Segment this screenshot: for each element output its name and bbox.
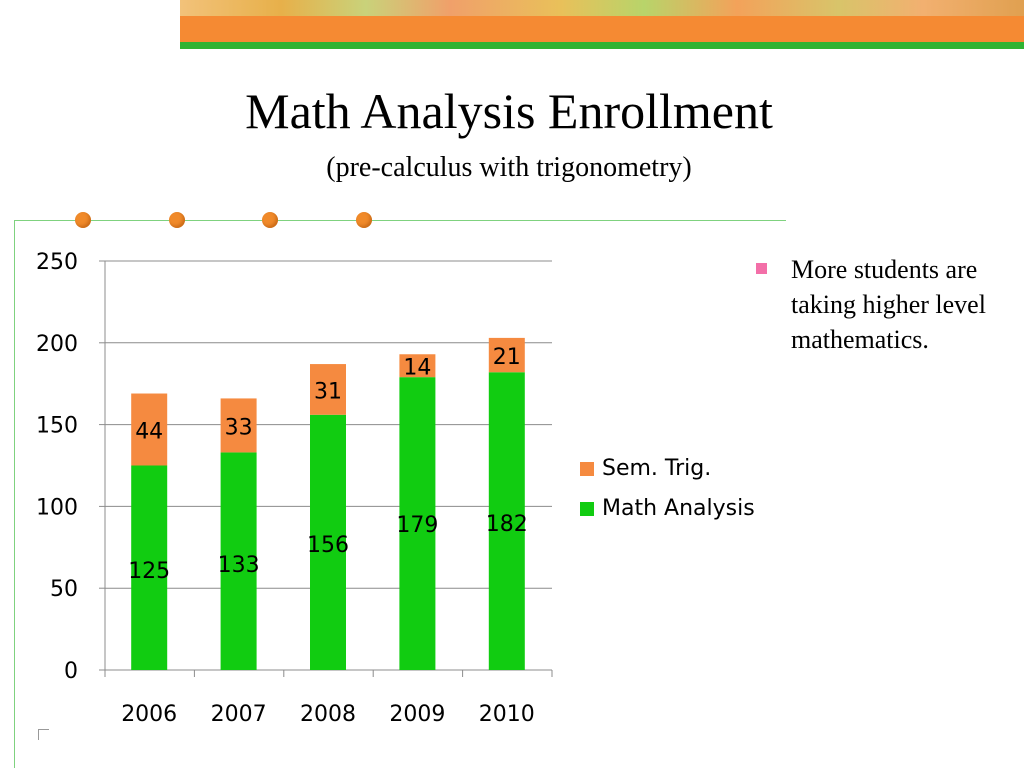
data-label: 31: [314, 379, 342, 404]
bar-math-analysis-2008: [310, 414, 346, 670]
legend-label: Sem. Trig.: [602, 456, 711, 481]
x-tick-label: 2009: [389, 702, 445, 727]
data-label: 44: [135, 420, 163, 445]
top-banner-decoration: [180, 0, 1024, 16]
bar-math-analysis-2010: [488, 372, 525, 670]
chart-legend: Sem. Trig. Math Analysis: [580, 456, 755, 521]
data-label: 179: [396, 513, 438, 538]
legend-swatch: [580, 502, 594, 516]
bar-math-analysis-2006: [131, 465, 168, 670]
x-tick-label: 2008: [300, 702, 356, 727]
data-label: 182: [486, 512, 528, 537]
bar-sem-trig-2010: [488, 337, 525, 373]
bar-math-analysis-2007: [220, 452, 257, 670]
chart-bars: [131, 337, 525, 670]
chart-labels: 0 50 100 150 200 250 125 44 2006 133 33 2007 156 31 20…: [36, 250, 535, 727]
slide-subtitle: (pre-calculus with trigonometry): [326, 152, 692, 183]
x-tick-label: 2007: [211, 702, 267, 727]
orange-dot-3: [262, 212, 278, 228]
data-label: 14: [403, 356, 431, 381]
bar-sem-trig-2009: [399, 354, 436, 378]
bullet-text: More students are taking higher level ma…: [791, 255, 986, 354]
x-tick-label: 2006: [121, 702, 177, 727]
top-orange-bar: [180, 16, 1024, 42]
frame-top-line: [14, 220, 786, 221]
orange-dot-2: [169, 212, 185, 228]
y-tick-label: 50: [50, 577, 78, 602]
y-tick-label: 200: [36, 332, 78, 357]
y-tick-label: 0: [64, 659, 78, 684]
data-label: 156: [307, 533, 349, 558]
data-label: 133: [218, 553, 260, 578]
top-green-stripe: [180, 42, 1024, 49]
bullet-square-icon: [756, 263, 767, 274]
frame-left-line: [14, 220, 15, 768]
orange-dot-1: [75, 212, 91, 228]
orange-dot-4: [356, 212, 372, 228]
legend-label: Math Analysis: [602, 496, 755, 521]
slide-title: Math Analysis Enrollment: [245, 83, 773, 139]
bar-sem-trig-2007: [220, 398, 257, 453]
x-tick-label: 2010: [479, 702, 535, 727]
bar-sem-trig-2008: [310, 364, 346, 415]
data-label: 33: [225, 415, 253, 440]
data-label: 125: [128, 559, 170, 584]
legend-swatch: [580, 462, 594, 476]
data-label: 21: [493, 345, 521, 370]
y-tick-label: 250: [36, 250, 78, 275]
bar-math-analysis-2009: [399, 377, 436, 670]
y-tick-label: 100: [36, 495, 78, 520]
corner-mark: [38, 729, 49, 740]
y-tick-label: 150: [36, 414, 78, 439]
bar-sem-trig-2006: [131, 393, 168, 466]
